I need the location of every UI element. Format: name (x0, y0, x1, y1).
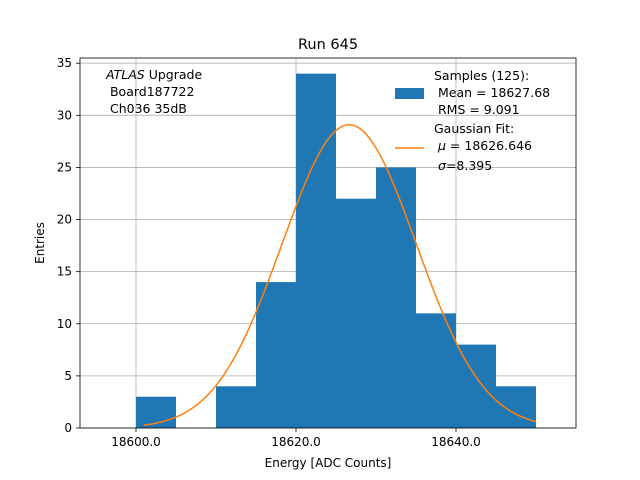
x-tick-label-2: 18640.0 (431, 435, 481, 449)
legend: Samples (125): Mean = 18627.68 RMS = 9.0… (395, 68, 550, 173)
y-tick-label-4: 20 (57, 213, 72, 227)
legend-fit-title: Gaussian Fit: (434, 121, 514, 136)
annotation-upgrade: Upgrade (145, 67, 203, 82)
legend-samples-mean: Mean = 18627.68 (434, 85, 550, 100)
axes-frame (79, 57, 577, 429)
annotation-atlas-italic: ATLAS (105, 67, 145, 82)
histogram-bar-7 (416, 313, 456, 428)
y-tick-label-0: 0 (64, 421, 72, 435)
y-tick-label-1: 5 (64, 369, 72, 383)
legend-fit-sigma: σ=8.395 (438, 158, 492, 173)
chart-title: Run 645 (298, 37, 358, 53)
y-tick-label-5: 25 (57, 160, 72, 174)
annotation-channel: Ch036 35dB (106, 101, 187, 116)
histogram-bar-6 (376, 167, 416, 428)
histogram-bar-9 (496, 386, 536, 428)
x-axis-label: Energy [ADC Counts] (265, 456, 392, 470)
y-axis-label: Entries (33, 222, 47, 264)
histogram-bar-3 (256, 282, 296, 428)
histogram-bars (136, 73, 536, 429)
y-tick-label-7: 35 (57, 56, 72, 70)
legend-fit-mu: μ = 18626.646 (437, 138, 532, 153)
y-tick-label-3: 15 (57, 265, 72, 279)
histogram-bar-8 (456, 344, 496, 428)
x-tick-label-1: 18620.0 (271, 435, 321, 449)
legend-samples-swatch (395, 88, 424, 99)
legend-samples-title: Samples (125): (434, 68, 529, 83)
y-tick-label-6: 30 (57, 108, 72, 122)
legend-samples-rms: RMS = 9.091 (434, 102, 520, 117)
gaussian-fit-curve (143, 123, 537, 426)
y-tick-label-2: 10 (57, 317, 72, 331)
legend-mu-symbol: μ (437, 138, 446, 153)
axis-ticks: 18600.0 18620.0 18640.0 0 5 10 15 20 25 30 35 (57, 56, 481, 449)
annotation-line-1: ATLAS Upgrade (105, 67, 202, 82)
annotation-board: Board187722 (106, 84, 194, 99)
atlas-annotation: ATLAS Upgrade Board187722 Ch036 35dB (105, 67, 202, 116)
legend-sigma-symbol: σ (438, 158, 447, 173)
legend-sigma-value: =8.395 (446, 158, 492, 173)
histogram-bar-4 (296, 73, 336, 429)
histogram-bar-5 (336, 198, 376, 428)
x-tick-label-0: 18600.0 (111, 435, 161, 449)
legend-mu-value: = 18626.646 (446, 138, 532, 153)
histogram-bar-2 (216, 386, 256, 428)
